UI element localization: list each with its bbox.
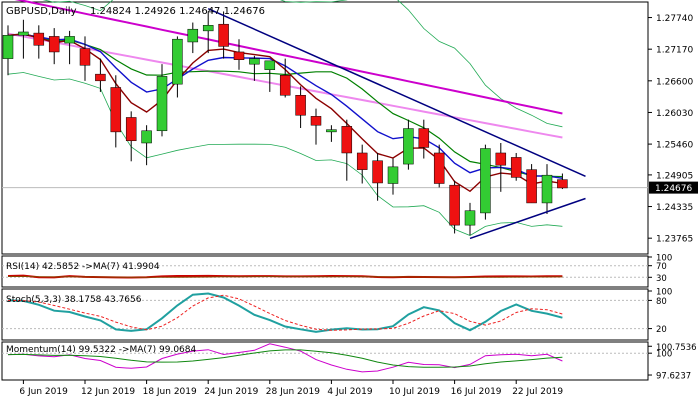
- candle-body: [326, 129, 337, 133]
- momentum-title: Momentum(14) 99.5322 ->MA(7) 99.0684: [6, 345, 197, 355]
- candle-body: [172, 38, 183, 85]
- candle-body: [310, 116, 322, 126]
- date-axis: 6 Jun 2019 12 Jun 2019 18 Jun 2019 24 Jun 2…: [19, 380, 563, 397]
- price-tick-label: 1.25460: [656, 141, 693, 151]
- candle-body: [141, 130, 152, 144]
- rsi-tick-label: 100: [656, 254, 672, 264]
- momentum-tick-label: 100.7536: [656, 343, 697, 353]
- candle-body: [372, 160, 383, 184]
- candle-body: [295, 95, 306, 116]
- candle-body: [464, 210, 476, 226]
- candle-body: [33, 32, 45, 46]
- descending-trendline: [207, 7, 586, 177]
- price-tick-label: 1.27170: [656, 46, 693, 56]
- current-price-label: 1.24676: [655, 184, 692, 194]
- candle-body: [510, 157, 522, 178]
- candle-body: [341, 126, 353, 154]
- date-tick-label: 24 Jun 2019: [204, 387, 258, 397]
- chart-title: GBPUSD,Daily: [6, 6, 77, 17]
- candle-body: [356, 152, 368, 170]
- candle-body: [403, 128, 414, 165]
- price-tick-label: 1.24905: [656, 171, 693, 181]
- stoch-tick-label: 80: [656, 297, 667, 307]
- candle-body: [125, 117, 137, 142]
- rsi-tick-label: 70: [656, 262, 667, 272]
- candles-layer: [2, 11, 568, 236]
- date-tick-label: 6 Jun 2019: [19, 387, 68, 397]
- stoch-signal-line: [7, 294, 563, 331]
- date-tick-label: 12 Jun 2019: [81, 387, 135, 397]
- ascending-trendline: [469, 197, 586, 240]
- ohlc-readout: 1.24824 1.24926 1.24647 1.24676: [90, 6, 265, 17]
- price-tick-label: 1.27740: [656, 14, 693, 24]
- date-tick-label: 10 Jul 2019: [389, 387, 440, 397]
- candle-body: [187, 28, 199, 43]
- candle-body: [418, 128, 430, 148]
- candle-body: [156, 76, 168, 132]
- candle-body: [110, 87, 122, 133]
- current-price-box: [649, 181, 698, 194]
- momentum-ma-line: [7, 349, 563, 368]
- candle-body: [541, 174, 553, 204]
- candle-body: [264, 60, 276, 70]
- price-tick-label: 1.26600: [656, 77, 693, 87]
- bollinger-upper-line: [42, 0, 563, 128]
- candle-body: [48, 36, 60, 53]
- momentum-tick-label: 97.6237: [656, 372, 691, 382]
- rsi-ma-line: [7, 275, 563, 278]
- candle-body: [557, 179, 568, 189]
- candle-body: [433, 152, 445, 184]
- price-tick-label: 1.23765: [656, 235, 693, 245]
- date-tick-label: 28 Jun 2019: [266, 387, 320, 397]
- candle-body: [526, 169, 537, 204]
- candle-body: [95, 73, 106, 82]
- candle-body: [2, 35, 14, 59]
- stoch-tick-label: 20: [656, 325, 667, 335]
- candle-body: [79, 48, 91, 66]
- momentum-tick-label: 100: [656, 350, 672, 360]
- candle-body: [279, 75, 291, 96]
- stoch-tick-label: 100: [656, 288, 672, 298]
- rsi-title: RSI(14) 42.5852 ->MA(7) 41.9904: [6, 262, 160, 272]
- trendlines-layer: [207, 7, 586, 240]
- stoch-title: Stoch(5,3,3) 38.1758 43.7656: [6, 295, 142, 305]
- candle-body: [495, 152, 507, 166]
- candle-body: [449, 184, 460, 226]
- momentum-line: [7, 343, 563, 373]
- candle-body: [387, 166, 399, 184]
- candle-body: [233, 51, 245, 60]
- candle-body: [18, 31, 29, 36]
- date-tick-label: 22 Jul 2019: [512, 387, 563, 397]
- candle-body: [249, 58, 260, 65]
- rsi-tick-label: 30: [656, 274, 667, 284]
- stoch-main-line: [7, 292, 563, 333]
- date-tick-label: 4 Jul 2019: [327, 387, 372, 397]
- date-tick-label: 18 Jun 2019: [143, 387, 197, 397]
- date-tick-label: 16 Jul 2019: [451, 387, 502, 397]
- candle-body: [480, 148, 491, 214]
- candle-body: [218, 23, 229, 47]
- price-tick-label: 1.24335: [656, 203, 693, 213]
- candle-body: [202, 25, 214, 32]
- candle-body: [64, 36, 75, 44]
- price-tick-label: 1.26030: [656, 109, 693, 119]
- price-panel: 1.27740 1.27170 1.26600 1.26030 1.25460 1.249…: [1, 0, 698, 255]
- ma-magenta-line: [14, 0, 563, 115]
